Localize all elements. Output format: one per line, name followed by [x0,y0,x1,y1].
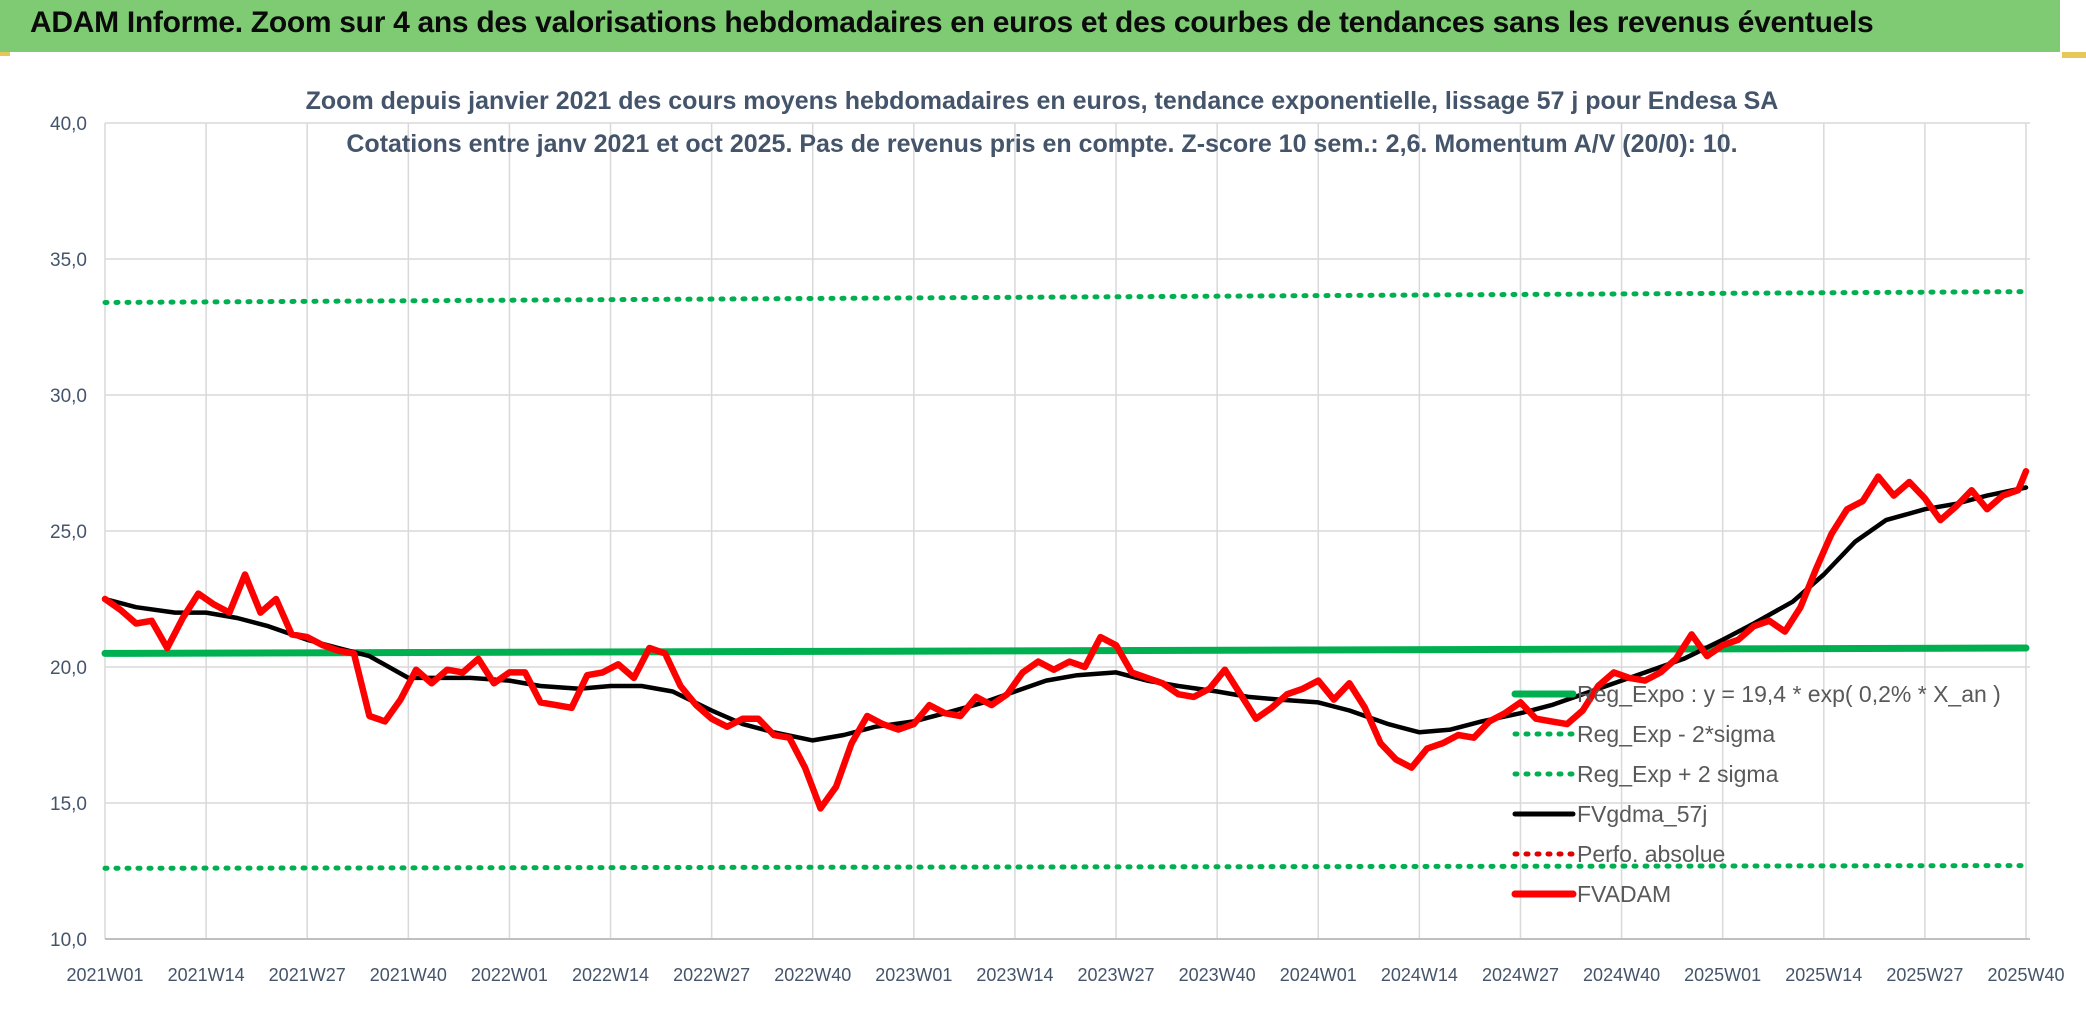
y-tick-label: 25,0 [50,522,87,543]
y-tick-label: 40,0 [50,114,87,135]
y-tick-label: 10,0 [50,930,87,951]
x-tick-label: 2025W27 [1886,965,1963,985]
x-tick-label: 2024W14 [1381,965,1458,985]
series-line-2 [102,289,2029,305]
x-tick-label: 2022W01 [471,965,548,985]
x-tick-label: 2022W27 [673,965,750,985]
chart-title-line-2: Cotations entre janv 2021 et oct 2025. P… [346,130,1737,158]
series-line-4 [101,467,2030,812]
x-tick-label: 2024W01 [1280,965,1357,985]
x-tick-label: 2023W27 [1078,965,1155,985]
x-tick-label: 2025W40 [1987,965,2064,985]
x-tick-label: 2021W01 [66,965,143,985]
x-tick-label: 2025W01 [1684,965,1761,985]
chart-titles: Zoom depuis janvier 2021 des cours moyen… [306,87,1779,158]
x-tick-label: 2024W27 [1482,965,1559,985]
chart-title-line-1: Zoom depuis janvier 2021 des cours moyen… [306,87,1779,115]
grid-lines [104,122,2030,940]
x-tick-label: 2022W14 [572,965,649,985]
y-tick-label: 35,0 [50,250,87,271]
legend-label: Reg_Exp - 2*sigma [1577,721,1775,747]
series-line-0 [101,644,2030,657]
x-tick-label: 2023W14 [976,965,1053,985]
corner-accent [2062,52,2086,58]
legend-label: FVADAM [1577,881,1671,907]
x-tick-label: 2025W14 [1785,965,1862,985]
corner-accent [0,52,10,56]
x-tick-label: 2021W40 [370,965,447,985]
legend-label: FVgdma_57j [1577,801,1707,827]
x-tick-label: 2021W14 [168,965,245,985]
series-layer [101,289,2030,871]
y-axis: 10,0 15,0 20,0 25,0 30,0 35,0 40,0 [50,114,87,951]
legend-label: Perfo. absolue [1577,841,1725,867]
x-tick-label: 2022W40 [774,965,851,985]
legend-label: Reg_Exp + 2 sigma [1577,761,1779,787]
x-tick-label: 2021W27 [269,965,346,985]
y-tick-label: 15,0 [50,794,87,815]
report-title: ADAM Informe. Zoom sur 4 ans des valoris… [30,6,1874,39]
x-tick-label: 2023W01 [875,965,952,985]
y-tick-label: 20,0 [50,658,87,679]
series-line-1 [102,863,2029,871]
x-axis: 2021W01 2021W14 2021W27 2021W40 2022W01 2022W… [66,938,2065,985]
x-tick-label: 2023W40 [1179,965,1256,985]
report-banner: ADAM Informe. Zoom sur 4 ans des valoris… [0,0,2060,52]
legend-label: Reg_Expo : y = 19,4 * exp( 0,2% * X_an ) [1577,681,2001,707]
x-tick-label: 2024W40 [1583,965,1660,985]
y-tick-label: 30,0 [50,386,87,407]
legend: Reg_Expo : y = 19,4 * exp( 0,2% * X_an )… [1511,681,2001,907]
